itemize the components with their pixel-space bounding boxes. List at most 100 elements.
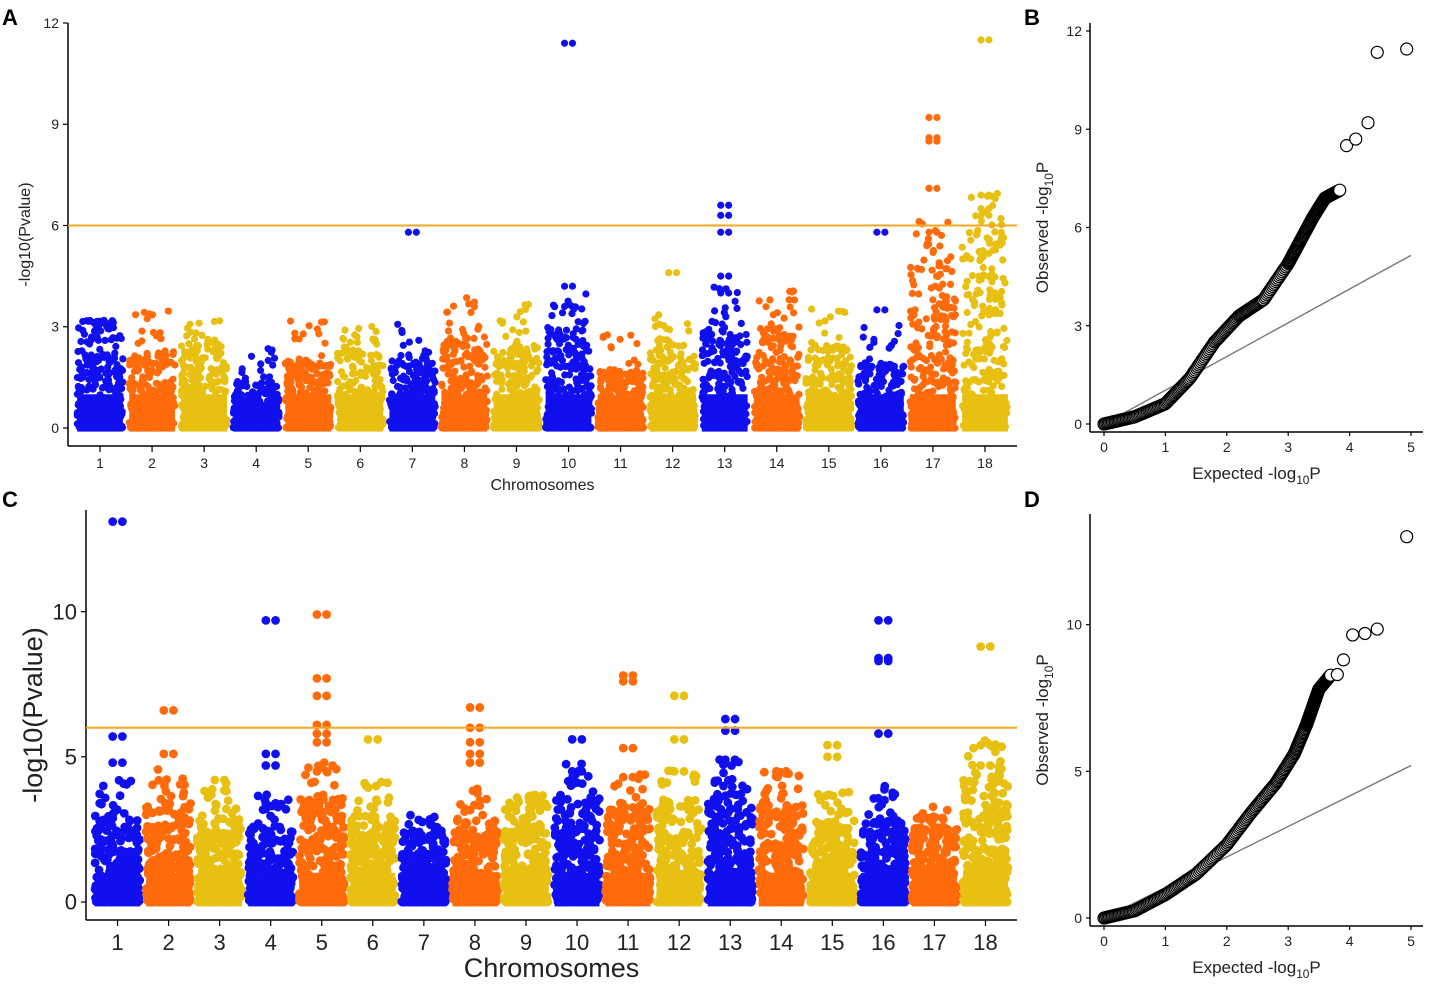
data-point — [374, 363, 382, 371]
data-point — [877, 359, 885, 367]
data-point — [622, 370, 630, 378]
data-point — [286, 317, 295, 325]
data-point — [216, 317, 224, 325]
data-point — [192, 329, 200, 337]
data-point — [985, 236, 993, 244]
data-point — [660, 371, 668, 379]
data-point — [947, 253, 955, 261]
data-point — [734, 377, 742, 385]
data-point — [861, 359, 869, 367]
data-point — [520, 364, 528, 372]
data-point — [841, 357, 850, 365]
data-point — [190, 335, 199, 343]
data-point — [989, 382, 997, 390]
data-point — [553, 347, 562, 355]
data-point — [256, 388, 264, 396]
data-point — [927, 332, 935, 340]
data-point — [717, 337, 725, 345]
data-point — [402, 375, 410, 383]
data-point — [74, 382, 82, 391]
data-point — [998, 232, 1006, 241]
data-point — [731, 297, 739, 305]
data-point — [522, 327, 530, 335]
data-point — [438, 380, 446, 388]
x-tick-label: 16 — [873, 455, 889, 471]
data-point — [722, 313, 730, 321]
data-point — [721, 304, 729, 312]
x-tick-label: 3 — [200, 455, 208, 471]
data-point — [964, 345, 972, 354]
data-point — [578, 327, 586, 335]
data-point — [636, 383, 645, 391]
data-point — [402, 362, 410, 371]
data-point — [979, 302, 987, 310]
data-point — [967, 193, 976, 201]
data-point — [808, 305, 816, 313]
data-point — [733, 289, 741, 297]
data-point — [474, 325, 482, 333]
data-point — [933, 381, 942, 389]
data-point — [733, 304, 741, 312]
data-point — [298, 366, 306, 374]
data-point — [514, 372, 522, 380]
data-point — [910, 281, 918, 289]
data-point — [733, 338, 741, 346]
data-point — [257, 366, 265, 375]
data-point — [353, 333, 361, 341]
data-point — [213, 355, 221, 363]
data-point — [661, 385, 669, 393]
data-point — [498, 356, 507, 364]
data-point-cluster — [493, 394, 540, 432]
x-tick-label: 11 — [613, 455, 628, 471]
data-point — [156, 334, 164, 343]
data-point — [839, 375, 848, 383]
data-point — [893, 381, 901, 389]
data-point — [318, 362, 326, 370]
data-point — [578, 305, 586, 313]
data-point — [699, 329, 707, 337]
data-point — [498, 385, 506, 393]
data-point — [708, 330, 716, 338]
data-point — [464, 353, 472, 361]
x-tick-label: 2 — [148, 455, 156, 471]
data-point — [504, 364, 512, 372]
x-tick-label: 1 — [96, 455, 104, 471]
data-point — [388, 357, 396, 365]
data-point — [986, 304, 994, 312]
data-point — [783, 378, 791, 386]
data-point — [221, 374, 229, 383]
data-point — [230, 393, 239, 401]
data-point — [116, 369, 124, 377]
data-point — [128, 374, 136, 382]
data-point — [83, 317, 91, 325]
data-point — [870, 335, 878, 343]
data-point — [878, 373, 886, 381]
data-point — [780, 314, 788, 322]
x-tick-label: 13 — [717, 455, 733, 471]
data-point — [148, 311, 157, 319]
data-point — [762, 303, 770, 311]
data-point — [343, 382, 351, 390]
data-point — [815, 319, 823, 327]
data-point — [765, 368, 773, 376]
data-point — [241, 374, 249, 382]
data-point — [564, 341, 572, 349]
data-point — [439, 364, 448, 372]
data-point — [942, 348, 950, 356]
data-point — [533, 344, 541, 352]
data-point — [963, 291, 971, 299]
data-point — [961, 254, 970, 262]
data-point — [718, 327, 726, 335]
data-point — [93, 317, 101, 326]
data-point — [683, 320, 692, 328]
data-point — [985, 349, 994, 357]
data-point — [915, 217, 923, 226]
data-point — [99, 350, 107, 359]
data-point — [418, 354, 427, 362]
data-point — [625, 359, 633, 367]
data-point — [665, 326, 674, 334]
data-point — [786, 332, 794, 341]
data-point — [346, 338, 354, 346]
data-point — [516, 308, 524, 316]
data-point — [835, 360, 843, 368]
